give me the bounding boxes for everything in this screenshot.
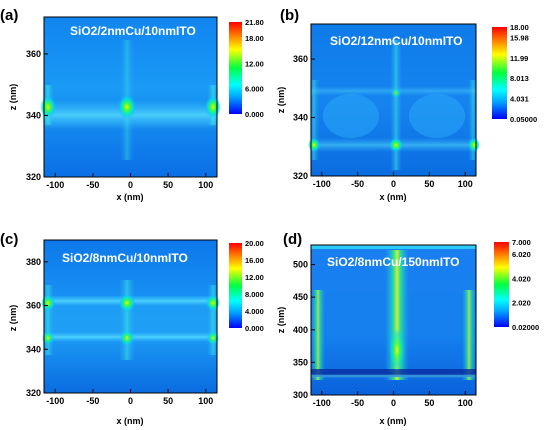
y-axis-label-a: z (nm) bbox=[8, 84, 18, 111]
y-tick-label: 320 bbox=[293, 171, 308, 181]
y-tick-label: 400 bbox=[293, 325, 308, 335]
y-axis-label-b: z (nm) bbox=[276, 87, 286, 114]
x-tick-label: -50 bbox=[86, 396, 99, 406]
colorbar-tick-label: 6.000 bbox=[245, 85, 264, 94]
colorbar-ticks-d: 7.000 6.020 4.020 2.020 0.02000 bbox=[512, 238, 539, 332]
colorbar-tick-label: 16.00 bbox=[245, 256, 264, 265]
y-axis-label-c: z (nm) bbox=[8, 305, 18, 332]
x-tick-label: -100 bbox=[46, 180, 64, 190]
x-tick-label: 100 bbox=[198, 180, 213, 190]
panel-title-d: SiO2/8nmCu/150nmITO bbox=[327, 255, 460, 269]
y-tick-label: 340 bbox=[26, 110, 41, 120]
colorbar-c bbox=[229, 243, 242, 328]
panel-label-d: (d) bbox=[283, 231, 302, 248]
x-tick-label: 0 bbox=[391, 179, 396, 189]
x-tick-label: 0 bbox=[128, 180, 133, 190]
x-axis-label-d: x (nm) bbox=[380, 416, 407, 426]
colorbar-ticks-a: 21.80 18.00 12.00 6.000 0.000 bbox=[245, 18, 264, 119]
x-tick-label: -100 bbox=[313, 398, 331, 408]
panel-a: (a) SiO2/2nmCu/10nmITO -100 -50 0 50 100 320… bbox=[0, 7, 264, 202]
panel-title-b: SiO2/12nmCu/10nmITO bbox=[330, 34, 463, 48]
x-tick-label: 100 bbox=[198, 396, 213, 406]
y-tick-label: 500 bbox=[293, 260, 308, 270]
colorbar-tick-label: 8.000 bbox=[245, 290, 264, 299]
colorbar-tick-label: 0.02000 bbox=[512, 323, 539, 332]
panel-title-c: SiO2/8nmCu/10nmITO bbox=[62, 251, 188, 265]
y-axis-a: 320 340 360 bbox=[26, 49, 48, 182]
x-tick-label: 100 bbox=[458, 398, 473, 408]
colorbar-tick-label: 11.99 bbox=[510, 54, 528, 63]
colorbar-tick-label: 7.000 bbox=[512, 238, 531, 247]
colorbar-tick-label: 8.013 bbox=[510, 74, 529, 83]
colorbar-tick-label: 2.020 bbox=[512, 299, 531, 308]
colorbar-tick-label: 18.00 bbox=[245, 34, 264, 43]
x-tick-label: -100 bbox=[313, 179, 331, 189]
y-tick-label: 350 bbox=[293, 357, 308, 367]
y-tick-label: 320 bbox=[26, 388, 41, 398]
x-tick-label: -50 bbox=[86, 180, 99, 190]
panel-b: (b) SiO2/12nmCu/10nmITO -100 -50 0 50 100 32… bbox=[276, 7, 537, 202]
colorbar-tick-label: 15.98 bbox=[510, 33, 529, 42]
colorbar-tick-label: 0.000 bbox=[245, 110, 264, 119]
y-tick-label: 450 bbox=[293, 292, 308, 302]
heatmap-a bbox=[40, 17, 221, 177]
x-tick-label: -100 bbox=[46, 396, 64, 406]
colorbar-tick-label: 18.00 bbox=[510, 23, 529, 32]
colorbar-tick-label: 0.05000 bbox=[510, 115, 537, 124]
panel-label-c: (c) bbox=[0, 231, 18, 248]
y-axis-c: 320 340 360 380 bbox=[26, 257, 48, 398]
colorbar-b bbox=[492, 27, 507, 119]
x-axis-b: -100 -50 0 50 100 bbox=[313, 172, 473, 189]
y-tick-label: 340 bbox=[26, 344, 41, 354]
x-axis-c: -100 -50 0 50 100 bbox=[46, 389, 213, 406]
y-tick-label: 360 bbox=[26, 301, 41, 311]
heatmap-c bbox=[41, 240, 220, 393]
heatmap-b bbox=[308, 24, 480, 176]
y-tick-label: 360 bbox=[26, 49, 41, 59]
colorbar-tick-label: 0.000 bbox=[245, 324, 264, 333]
y-tick-label: 300 bbox=[293, 390, 308, 400]
colorbar-d bbox=[494, 242, 509, 327]
x-tick-label: -50 bbox=[351, 179, 364, 189]
colorbar-tick-label: 4.000 bbox=[245, 307, 264, 316]
colorbar-tick-label: 12.00 bbox=[245, 59, 264, 68]
colorbar-tick-label: 12.00 bbox=[245, 273, 264, 282]
y-tick-label: 320 bbox=[26, 172, 41, 182]
x-tick-label: 50 bbox=[424, 179, 434, 189]
x-tick-label: 50 bbox=[163, 396, 173, 406]
x-axis-label-c: x (nm) bbox=[117, 416, 144, 426]
x-axis-label-a: x (nm) bbox=[117, 192, 144, 202]
y-tick-label: 380 bbox=[26, 257, 41, 267]
x-axis-label-b: x (nm) bbox=[380, 192, 407, 202]
y-axis-b: 320 340 360 bbox=[293, 54, 315, 181]
colorbar-ticks-c: 20.00 16.00 12.00 8.000 4.000 0.000 bbox=[245, 239, 264, 333]
panel-title-a: SiO2/2nmCu/10nmITO bbox=[70, 24, 196, 38]
panel-d: (d) SiO2/8nmCu/150nmITO -100 -50 0 50 100 30… bbox=[276, 231, 539, 426]
x-tick-label: 0 bbox=[128, 396, 133, 406]
x-axis-a: -100 -50 0 50 100 bbox=[46, 173, 213, 190]
heatmap-d bbox=[311, 245, 476, 395]
x-tick-label: 50 bbox=[424, 398, 434, 408]
panel-label-a: (a) bbox=[0, 7, 18, 24]
colorbar-tick-label: 4.020 bbox=[512, 274, 531, 283]
colorbar-tick-label: 4.031 bbox=[510, 95, 529, 104]
colorbar-tick-label: 21.80 bbox=[245, 18, 264, 27]
panel-c: (c) SiO2/8nmCu/10nmITO -100 -50 0 50 100 320… bbox=[0, 231, 264, 426]
y-tick-label: 340 bbox=[293, 113, 308, 123]
colorbar-tick-label: 20.00 bbox=[245, 239, 264, 248]
panel-label-b: (b) bbox=[280, 7, 299, 24]
x-axis-d: -100 -50 0 50 100 bbox=[313, 391, 473, 408]
y-axis-label-d: z (nm) bbox=[276, 307, 286, 334]
colorbar-tick-label: 6.020 bbox=[512, 250, 531, 259]
colorbar-a bbox=[229, 22, 242, 114]
y-axis-d: 300 350 400 450 500 bbox=[293, 260, 315, 400]
x-tick-label: -50 bbox=[351, 398, 364, 408]
x-tick-label: 0 bbox=[391, 398, 396, 408]
y-tick-label: 360 bbox=[293, 54, 308, 64]
x-tick-label: 100 bbox=[458, 179, 473, 189]
x-tick-label: 50 bbox=[163, 180, 173, 190]
